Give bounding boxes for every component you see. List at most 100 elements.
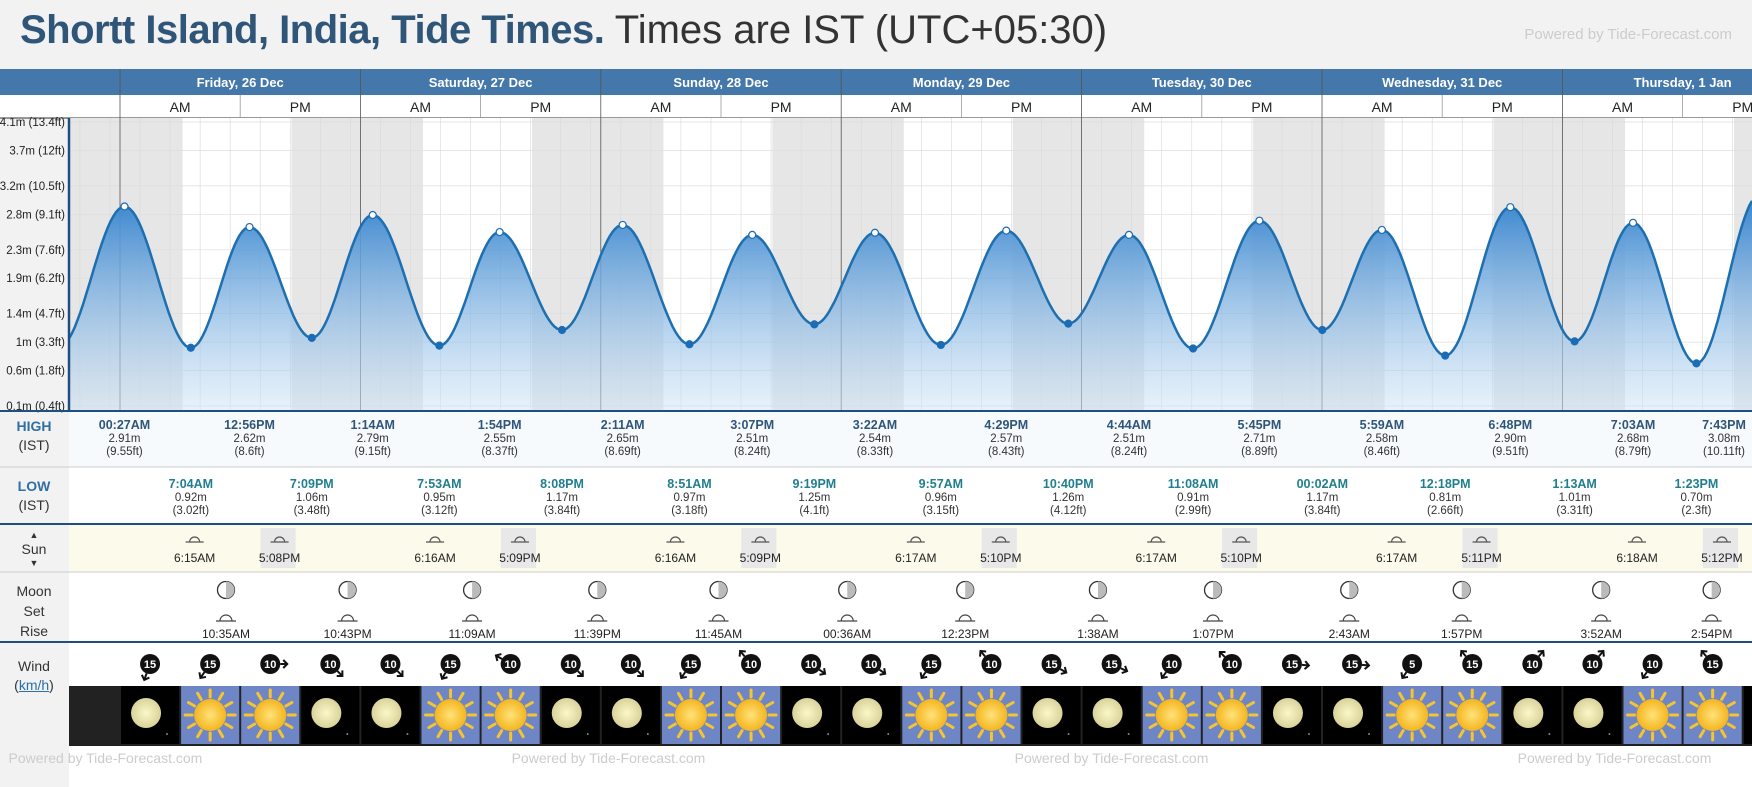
tide-height: 0.91m (1177, 492, 1209, 504)
sun-ray (698, 729, 705, 739)
wind-icon: 10 (1522, 649, 1545, 674)
sunset-arc (991, 536, 1010, 543)
wind-dot (801, 654, 822, 674)
wind-icon: 15 (1281, 654, 1311, 674)
sun-ray (1486, 722, 1496, 729)
wind-speed: 5 (1409, 659, 1415, 671)
sun-icon (1385, 688, 1439, 742)
sun-disc (674, 699, 707, 731)
page-title: Shortt Island, India, Tide Times. Times … (20, 8, 1107, 53)
sun-ray (1660, 691, 1667, 701)
tide-height: 0.96m (925, 492, 957, 504)
sun-ray (1239, 729, 1246, 739)
sun-ray (1726, 701, 1736, 708)
moon-event: 00:36AM (823, 580, 871, 641)
tide-height: 2.68m (1617, 433, 1649, 445)
tide-time: 2:11AM (601, 418, 645, 432)
sun-down-arrow-icon: ▼ (29, 558, 39, 568)
wind-dot (500, 654, 521, 674)
am-label: AM (650, 99, 671, 115)
powered-by-top[interactable]: Powered by Tide-Forecast.com (1524, 26, 1732, 43)
moon-time: 2:54PM (1691, 627, 1732, 641)
moonrise-icon (462, 614, 483, 622)
wind-icon: 10 (560, 654, 584, 678)
tide-height: 1.26m (1052, 492, 1084, 504)
sunrise-icon (906, 536, 925, 543)
sunrise-cell (421, 528, 457, 568)
moon-icon (1573, 698, 1604, 728)
wind-arrow (1459, 649, 1468, 657)
high-tide-point (1377, 225, 1386, 235)
sun-ray (427, 701, 437, 708)
tide-height: 1.17m (1306, 492, 1338, 504)
sun-ray (1179, 729, 1186, 739)
wind-arrow (1160, 671, 1168, 680)
sun-disc (1215, 699, 1248, 731)
day-header: Monday, 29 Dec (913, 75, 1010, 90)
wind-arrow (140, 673, 150, 682)
sun-ray (1398, 691, 1405, 701)
sunrise-time: 6:16AM (414, 551, 455, 565)
sun-ray (1208, 722, 1218, 729)
sun-ray (458, 691, 465, 701)
am-label: AM (1372, 99, 1393, 115)
y-axis-label: 2.8m (9.1ft) (6, 209, 65, 221)
sun-ray (727, 722, 737, 729)
wind-dot (620, 654, 641, 674)
wind-arrow-head (1459, 649, 1468, 657)
sun-ray (1148, 701, 1158, 708)
sunset-time: 5:08PM (259, 551, 300, 565)
wind-dot (1522, 654, 1543, 674)
sun-ray (737, 729, 744, 739)
tide-table-graphic: 0.1m (0.4ft)0.6m (1.8ft)1m (3.3ft)1.4m (… (0, 69, 1752, 787)
sun-ray (1638, 729, 1646, 739)
moon-event: 12:23PM (941, 580, 989, 641)
tide-time: 9:19PM (792, 477, 836, 491)
moon-set-label: Set (23, 603, 45, 619)
wind-dot (1221, 654, 1242, 674)
sun-ray (1449, 701, 1459, 708)
sun-ray (1217, 729, 1225, 739)
pm-label: PM (1732, 99, 1752, 115)
moon-icon (1092, 698, 1123, 728)
tide-height: (8.69ft) (604, 446, 641, 458)
wind-arrow-head (818, 668, 827, 676)
sunrise-time: 6:15AM (174, 551, 215, 565)
wind-dot (680, 654, 701, 674)
high-tide-point (748, 230, 757, 239)
tide-height: (10.11ft) (1703, 446, 1745, 458)
tide-height: (2.3ft) (1681, 505, 1711, 517)
wind-arrow-head (1700, 649, 1708, 657)
moon-phase-shade (718, 581, 727, 599)
high-tide-point (1506, 203, 1515, 212)
sun-ray (1157, 729, 1165, 739)
sunset-cell (741, 528, 777, 568)
moonset-icon (837, 614, 858, 622)
sun-ray (908, 701, 918, 708)
sun-ray (284, 701, 294, 708)
sun-ray (705, 701, 715, 708)
low-tide-point (307, 333, 316, 342)
low-tide-point (186, 343, 195, 352)
wind-arrow-head (679, 671, 687, 680)
sun-ray (1419, 729, 1427, 739)
tide-height: (3.18ft) (671, 505, 708, 517)
sunset-icon (270, 536, 289, 543)
wind-arrow-head (979, 649, 987, 657)
moon-time: 11:09AM (449, 627, 496, 641)
tide-height: (8.6ft) (234, 446, 264, 458)
wind-arrow (494, 653, 503, 662)
moon-event: 1:57PM (1441, 580, 1482, 641)
sun-icon (964, 688, 1018, 742)
moon-event: 11:09AM (449, 580, 496, 641)
tide-height: (2.99ft) (1175, 505, 1212, 517)
wind-dot (1281, 654, 1302, 674)
sun-ray (1388, 722, 1399, 729)
ampm-header-bar (0, 95, 1752, 118)
tide-height: 0.81m (1429, 492, 1461, 504)
sunset-cell (260, 528, 296, 568)
wind-unit-link[interactable]: km/h (18, 677, 50, 693)
wind-speed: 15 (1286, 659, 1298, 671)
wind-speed: 10 (865, 659, 877, 671)
